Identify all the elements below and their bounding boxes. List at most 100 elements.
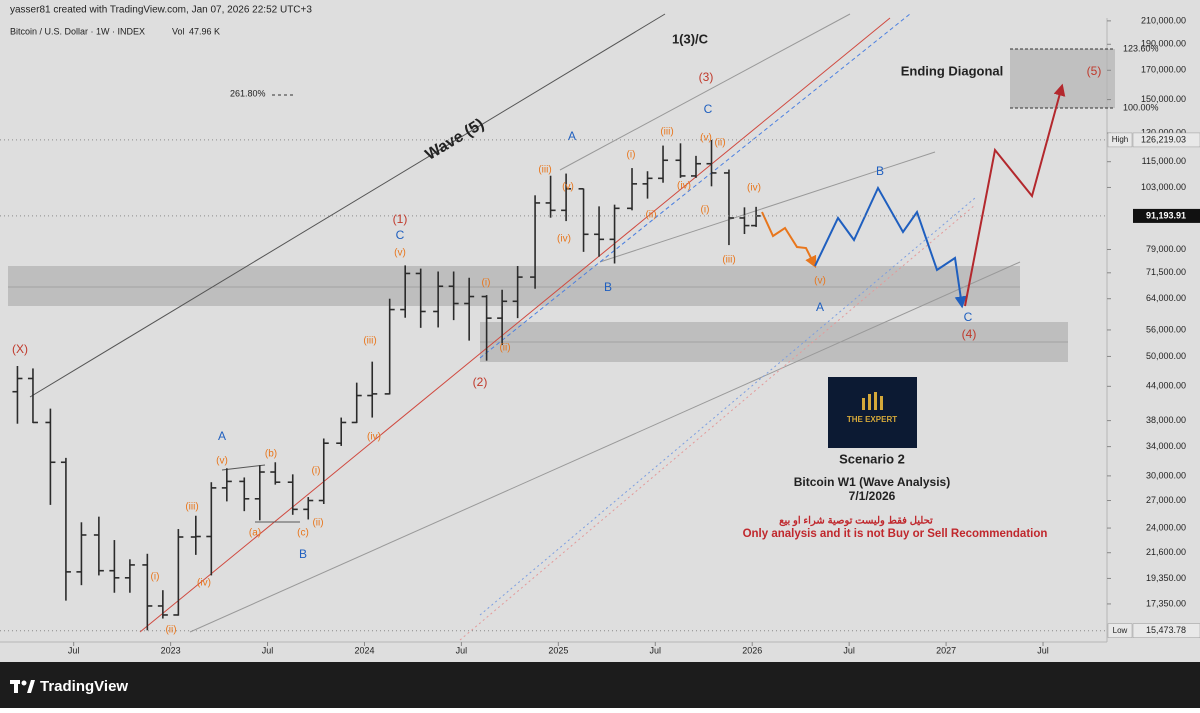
ohlc-bar — [303, 497, 314, 520]
ohlc-bar — [723, 169, 734, 246]
channel-line — [29, 13, 666, 398]
price-value: 91,193.91 — [1146, 210, 1186, 220]
ohlc-bar — [384, 298, 395, 395]
ohlc-bar — [287, 474, 298, 515]
channel-line — [559, 13, 851, 171]
y-tick-label: 21,600.00 — [1146, 547, 1186, 557]
y-tick-label: 38,000.00 — [1146, 415, 1186, 425]
fib-label: 123.60% — [1123, 43, 1159, 53]
wave-label: (v) — [394, 248, 406, 259]
wave-label: (ii) — [499, 343, 510, 354]
ohlc-bar — [433, 271, 444, 328]
price-tag-label: High — [1112, 135, 1128, 144]
wave-label: (iii) — [185, 502, 198, 513]
ohlc-bar — [93, 516, 104, 576]
y-tick-label: 27,000.00 — [1146, 495, 1186, 505]
logo-box — [828, 377, 917, 448]
wave-label: (i) — [312, 466, 321, 477]
x-tick-label: Jul — [68, 645, 80, 655]
wave-label: (iv) — [747, 183, 761, 194]
x-tick-label: Jul — [843, 645, 855, 655]
projection-path — [964, 83, 1066, 307]
y-tick-label: 34,000.00 — [1146, 441, 1186, 451]
footer-logo — [10, 680, 35, 693]
wave-label: (i) — [701, 205, 710, 216]
disclaimer: Only analysis and it is not Buy or Sell … — [743, 528, 1048, 540]
footer-brand[interactable]: TradingView — [40, 678, 128, 695]
ohlc-bar — [512, 266, 523, 319]
y-tick-label: 190,000.00 — [1141, 39, 1186, 49]
wave-label: A — [568, 129, 576, 143]
ohlc-bar — [448, 271, 459, 321]
wave-label: (i) — [151, 572, 160, 583]
channel-line — [599, 151, 936, 263]
ohlc-bar — [642, 171, 653, 199]
y-tick-label: 71,500.00 — [1146, 267, 1186, 277]
wave-label: C — [964, 310, 973, 324]
y-tick-label: 115,000.00 — [1142, 156, 1186, 166]
wave-label: B — [876, 164, 884, 178]
trend-line — [139, 17, 891, 633]
y-tick-label: 150,000.00 — [1141, 94, 1186, 104]
ohlc-bar — [675, 143, 686, 178]
ohlc-bar — [173, 529, 184, 616]
ohlc-bar — [530, 195, 541, 289]
ohlc-bar — [594, 206, 605, 257]
volume-label: Vol — [172, 26, 185, 36]
fib-label: 100.00% — [1123, 102, 1159, 112]
wave-label: (ii) — [645, 210, 656, 221]
wave-label: (5) — [1087, 64, 1102, 78]
x-tick-label: 2023 — [161, 645, 181, 655]
y-tick-label: 170,000.00 — [1141, 65, 1186, 75]
fib-target-box — [1010, 49, 1115, 108]
y-tick-label: 130,000.00 — [1141, 127, 1186, 137]
wave-label: C — [396, 228, 405, 242]
wave-label: (4) — [962, 327, 977, 341]
ohlc-bar — [12, 365, 23, 424]
y-tick-label: 56,000.00 — [1146, 324, 1186, 334]
ohlc-bar — [481, 295, 492, 361]
ohlc-bar — [578, 188, 589, 252]
y-tick-label: 30,000.00 — [1146, 470, 1186, 480]
fib-label: 261.80% — [230, 88, 266, 98]
trend-line — [459, 204, 976, 641]
wave-label: (c) — [297, 528, 309, 539]
y-tick-label: 19,350.00 — [1146, 573, 1186, 583]
price-tag — [1107, 623, 1133, 638]
ohlc-bar — [239, 477, 250, 512]
price-value: 126,219.03 — [1141, 134, 1186, 144]
y-tick-label: 210,000.00 — [1141, 15, 1186, 25]
logo-text: THE EXPERT — [847, 415, 897, 424]
pattern-line — [221, 464, 266, 471]
y-tick-label: 44,000.00 — [1146, 381, 1186, 391]
price-bars — [12, 139, 762, 631]
ohlc-bar — [254, 465, 265, 521]
ohlc-bar — [400, 265, 411, 318]
wave-label: (v) — [562, 182, 574, 193]
ohlc-bar — [27, 368, 38, 424]
ohlc-bar — [464, 277, 475, 341]
wave-label: (2) — [473, 375, 488, 389]
ohlc-bar — [415, 268, 426, 328]
caption-title: Bitcoin W1 (Wave Analysis) — [794, 475, 950, 489]
wave-label: (ii) — [165, 625, 176, 636]
ohlc-bar — [336, 417, 347, 446]
wave-label: (1) — [393, 212, 408, 226]
x-tick-label: Jul — [456, 645, 468, 655]
ohlc-bar — [221, 468, 232, 502]
caption-date: 7/1/2026 — [849, 489, 896, 503]
symbol: Bitcoin / U.S. Dollar · 1W · INDEX — [10, 26, 145, 36]
channel-line — [189, 261, 1021, 633]
y-tick-label: 24,000.00 — [1146, 522, 1186, 532]
ohlc-bar — [545, 175, 556, 218]
ohlc-bar — [190, 515, 201, 555]
ohlc-bar — [142, 553, 153, 631]
ohlc-bar — [60, 457, 71, 601]
y-tick-label: 17,350.00 — [1146, 598, 1186, 608]
wave-label: (iv) — [367, 432, 381, 443]
wave-label: (iv) — [557, 234, 571, 245]
ohlc-bar — [318, 438, 329, 505]
ohlc-bar — [351, 382, 362, 424]
ohlc-bar — [609, 204, 620, 264]
ohlc-bar — [658, 145, 669, 183]
